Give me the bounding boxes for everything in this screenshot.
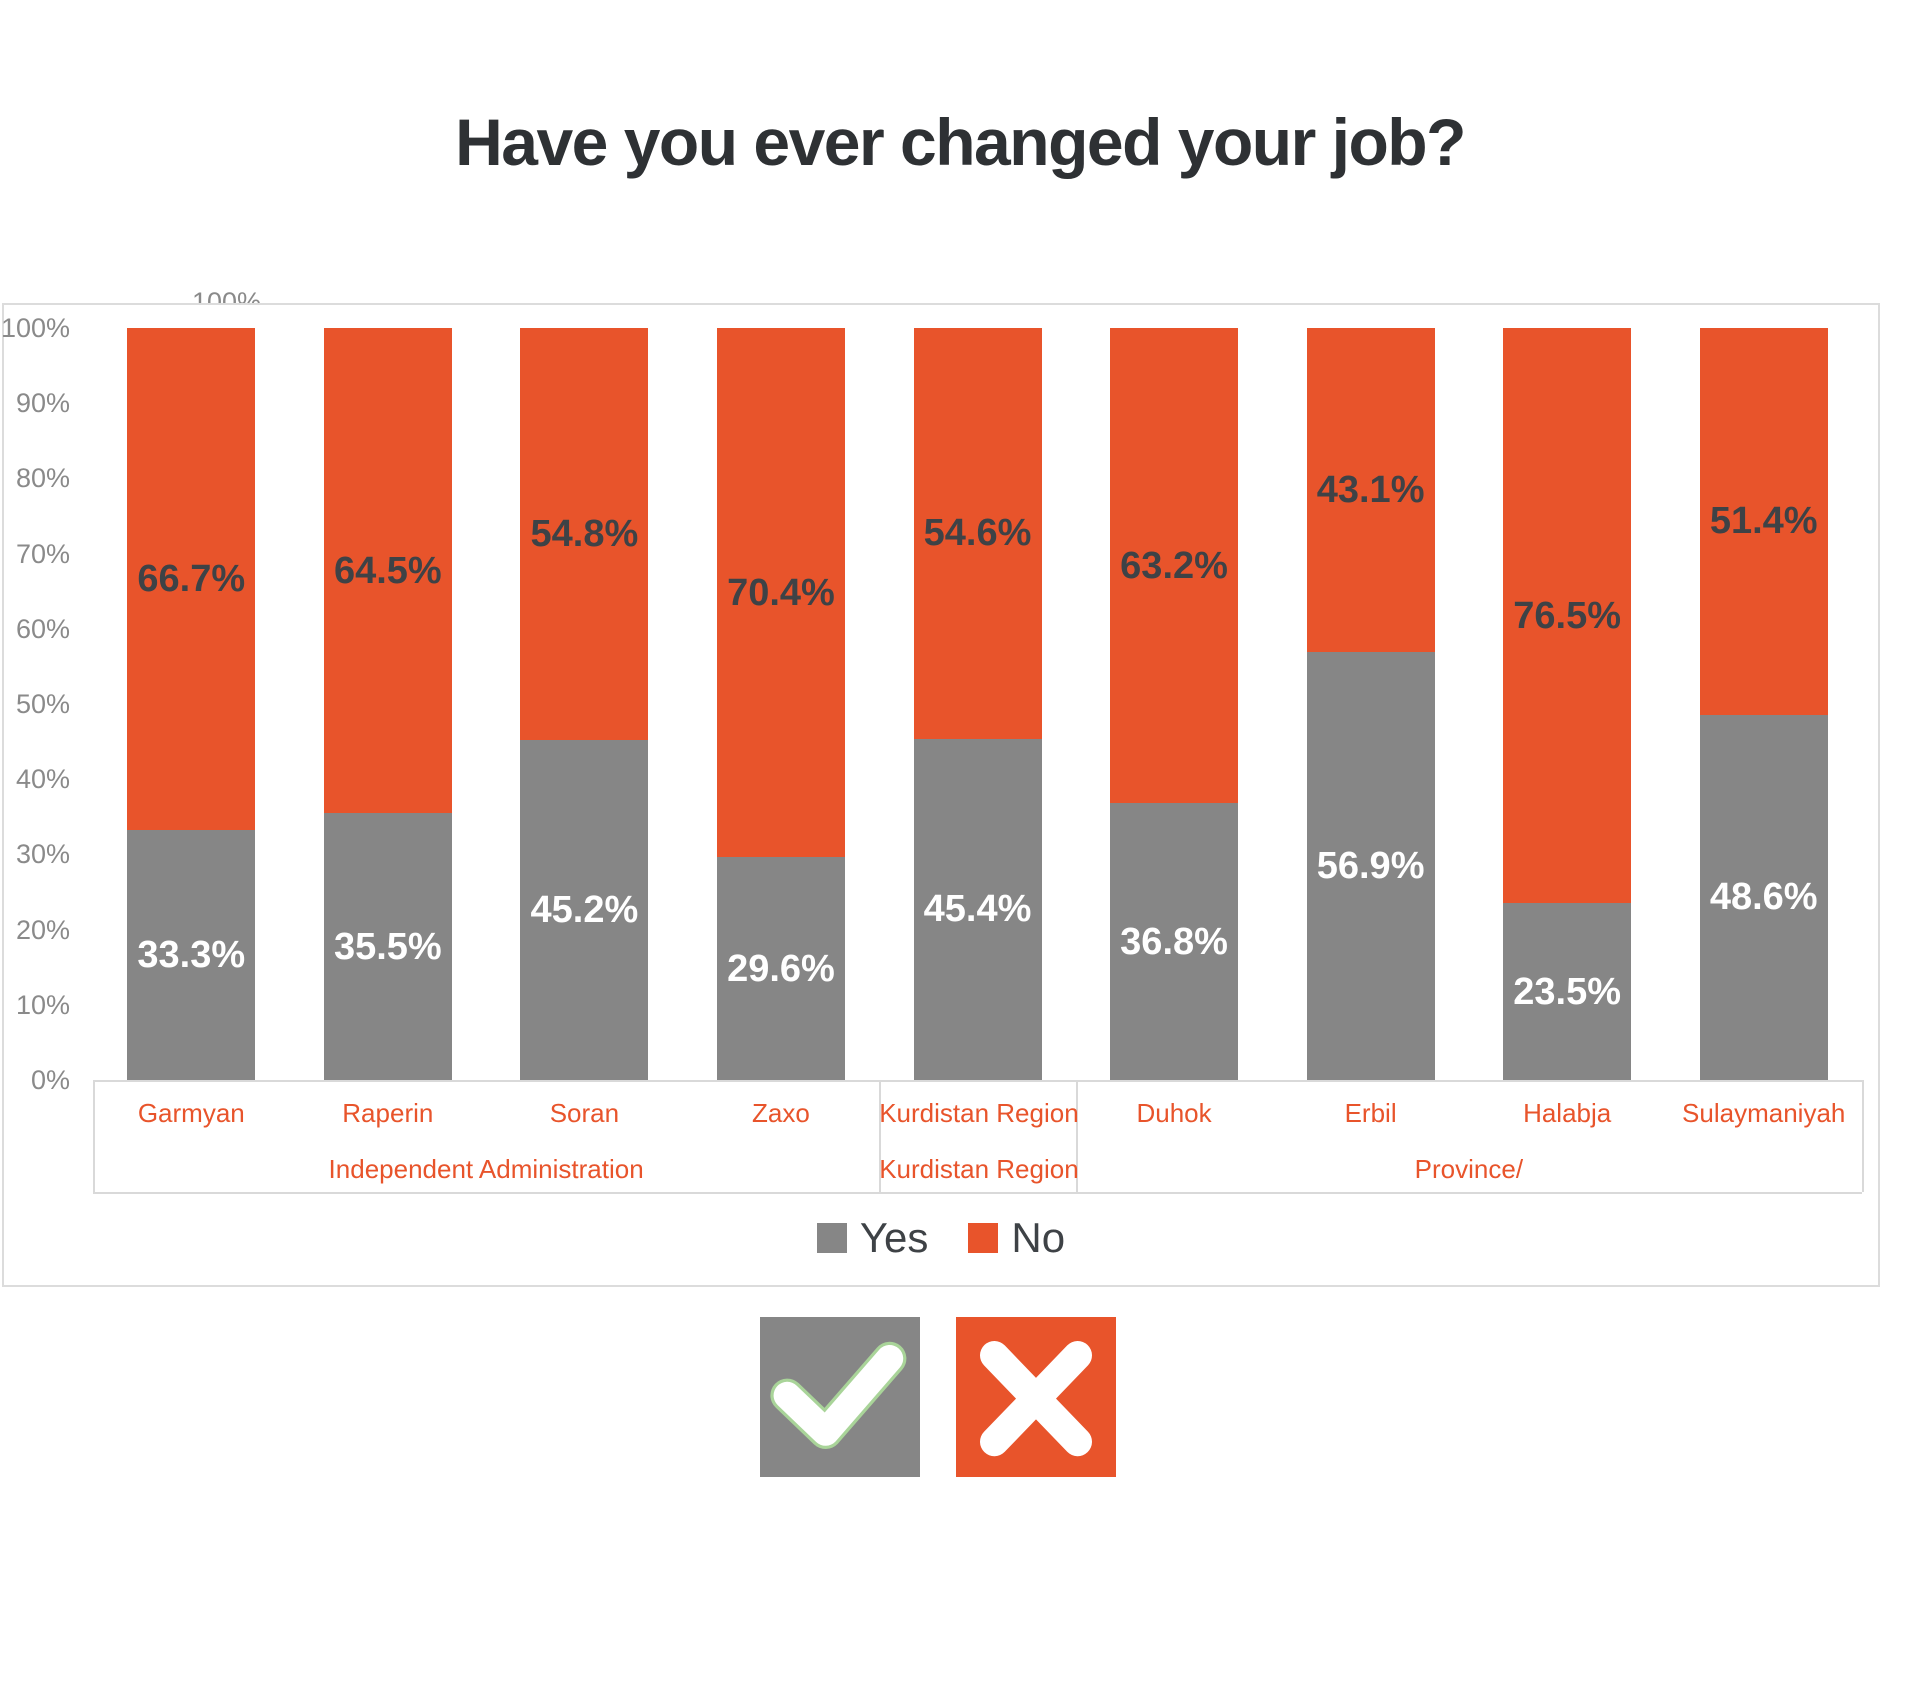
bar-segment-yes	[913, 738, 1042, 1080]
bar-segment-no	[1306, 328, 1435, 653]
bar-segment-no	[716, 328, 845, 858]
bar-segment-yes	[1503, 903, 1632, 1080]
legend-item-yes: Yes	[816, 1214, 929, 1262]
bar-label-yes: 36.8%	[1120, 920, 1228, 963]
legend-label: No	[1011, 1214, 1066, 1261]
category-label: Kurdistan Region	[879, 1098, 1079, 1128]
bar-label-yes: 35.5%	[333, 925, 442, 968]
legend-swatch-yes	[816, 1223, 847, 1253]
clipped-axis-tick: 100%	[192, 287, 282, 303]
y-axis-tick-label: 70%	[15, 538, 70, 569]
y-axis-tick-label: 0%	[30, 1065, 70, 1095]
bar-segment-no	[1503, 328, 1632, 904]
bar-label-yes: 23.5%	[1513, 970, 1622, 1013]
bar-label-no: 54.6%	[923, 512, 1032, 555]
y-axis-tick-label: 60%	[15, 613, 70, 644]
group-label: Independent Administration	[328, 1154, 644, 1184]
x-icon-svg	[956, 1317, 1116, 1477]
y-axis-tick-label: 20%	[15, 914, 70, 945]
bar-label-no: 76.5%	[1513, 594, 1622, 637]
legend-label: Yes	[859, 1214, 929, 1261]
bar-segment-yes	[716, 857, 845, 1080]
bar-label-yes: 56.9%	[1316, 845, 1425, 888]
bar-segment-no	[520, 328, 649, 741]
category-label: Garmyan	[137, 1098, 245, 1128]
axis-table-divider	[1075, 1080, 1078, 1192]
check-icon-svg	[760, 1317, 920, 1477]
bar-segment-no	[1699, 328, 1828, 715]
bar-label-no: 63.2%	[1120, 544, 1228, 587]
y-axis-tick-label: 10%	[15, 989, 70, 1020]
legend-item-no: No	[968, 1214, 1065, 1262]
bar-label-no: 51.4%	[1709, 500, 1818, 543]
bar-segment-yes	[1110, 803, 1239, 1080]
y-axis-tick-label: 30%	[15, 839, 70, 870]
bar-label-yes: 29.6%	[727, 947, 835, 990]
axis-table-divider	[93, 1080, 95, 1192]
group-label: Kurdistan Region	[879, 1154, 1079, 1184]
axis-table-divider	[879, 1080, 882, 1192]
axis-table-bottom-border	[93, 1192, 1862, 1194]
bar-segment-yes	[1699, 714, 1828, 1080]
clipped-axis-tick-text: 100%	[192, 287, 262, 303]
chart-title: Have you ever changed your job?	[455, 105, 1466, 179]
y-axis-tick-label: 40%	[15, 764, 70, 795]
y-axis-tick-label: 100%	[0, 313, 70, 343]
bar-label-no: 43.1%	[1316, 469, 1425, 512]
y-axis-tick-label: 90%	[15, 388, 70, 419]
bar-segment-no	[913, 328, 1042, 739]
bar-label-no: 70.4%	[727, 571, 835, 614]
category-label: Halabja	[1523, 1098, 1612, 1128]
legend-swatch-no	[968, 1223, 999, 1253]
group-label: Province/	[1414, 1154, 1524, 1184]
category-label: Soran	[549, 1098, 620, 1128]
bar-label-no: 66.7%	[137, 557, 246, 600]
bar-segment-yes	[520, 740, 649, 1080]
category-label: Raperin	[342, 1098, 434, 1128]
bar-label-no: 54.8%	[530, 513, 639, 556]
category-label: Erbil	[1344, 1098, 1397, 1128]
x-icon	[953, 1317, 1119, 1477]
category-label: Duhok	[1136, 1098, 1212, 1128]
bar-segment-yes	[127, 829, 256, 1080]
check-icon	[757, 1317, 923, 1477]
bar-segment-no	[323, 328, 452, 814]
bar-segment-no	[127, 328, 256, 830]
bar-segment-yes	[323, 813, 452, 1080]
y-axis-tick-label: 80%	[15, 463, 70, 494]
category-label: Zaxo	[752, 1098, 810, 1128]
axis-table-divider	[1862, 1080, 1864, 1192]
bar-label-yes: 45.4%	[923, 888, 1032, 931]
bar-label-yes: 45.2%	[530, 889, 639, 932]
bar-label-yes: 48.6%	[1709, 876, 1818, 919]
bar-segment-yes	[1306, 652, 1435, 1080]
legend: Yes No	[2, 1210, 1880, 1266]
bar-segment-no	[1110, 328, 1239, 804]
axis-baseline	[93, 1080, 1862, 1082]
bar-label-yes: 33.3%	[137, 933, 246, 976]
y-axis-tick-label: 50%	[15, 689, 70, 719]
bar-label-no: 64.5%	[333, 549, 442, 592]
category-label: Sulaymaniyah	[1682, 1098, 1846, 1128]
